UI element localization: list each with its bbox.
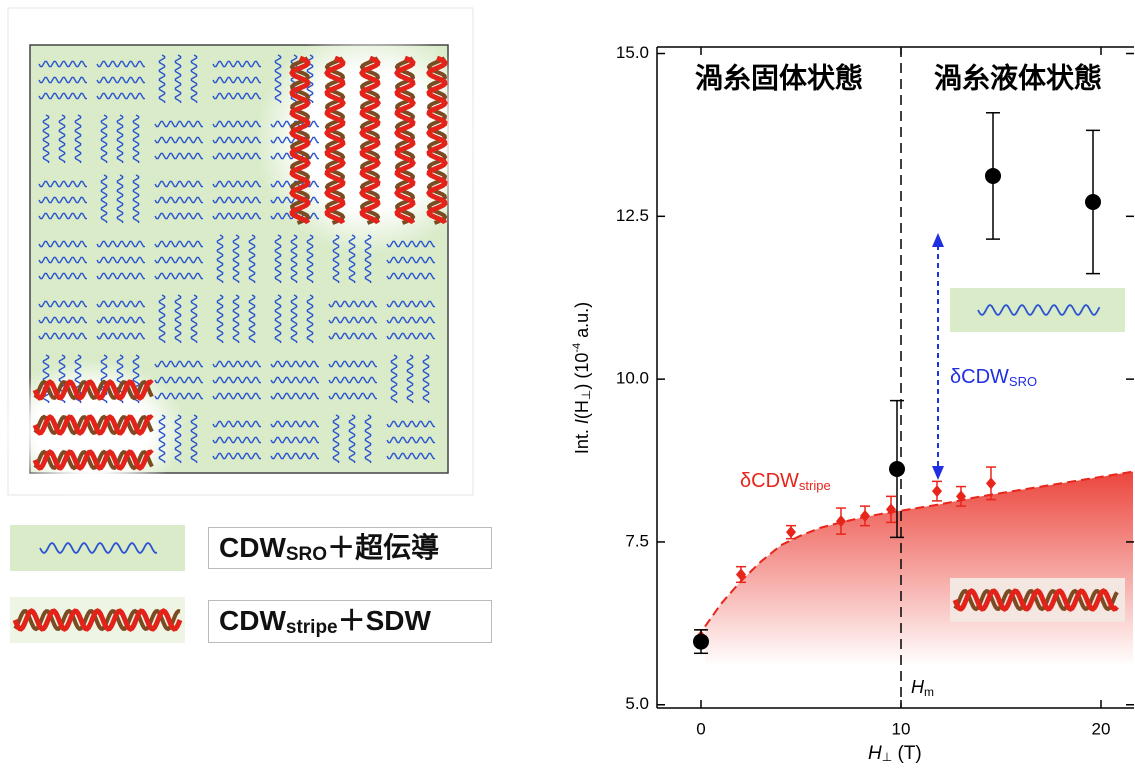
x-label-part: H (868, 743, 882, 764)
annotation: 渦糸固体状態 (695, 61, 863, 93)
y-label-part: ⊥ (579, 390, 593, 400)
x-label-part: ⊥ (882, 750, 892, 764)
point (786, 526, 796, 538)
point (985, 168, 1001, 184)
point (986, 477, 996, 489)
y-label-part: a.u.) (572, 302, 592, 343)
arrow-head (932, 233, 944, 247)
y-label-part: ) (10 (572, 353, 592, 390)
point (932, 485, 942, 497)
y-label: Int. I(H⊥) (10-4 a.u.) (571, 302, 593, 454)
annotation-part: m (924, 685, 934, 699)
annotation-part: stripe (799, 478, 831, 493)
point (889, 461, 905, 477)
annotation: Hm (911, 677, 934, 699)
page: {"legend": {"sro": {"main": "CDW", "sub"… (0, 0, 1135, 769)
annotation: δCDWstripe (740, 470, 831, 493)
point (1085, 194, 1101, 210)
y-tick-label: 12.5 (616, 206, 649, 225)
schematic (0, 0, 500, 769)
legend-swatch (10, 525, 185, 571)
fit-area (705, 472, 1133, 666)
x-label: H⊥ (T) (868, 743, 922, 764)
annotation-part: H (911, 677, 925, 697)
y-label-part: (H (572, 400, 592, 419)
plot-area (705, 472, 1133, 666)
y-label-part: -4 (571, 343, 583, 353)
annotation-part: δCDW (950, 366, 1009, 388)
annotation: δCDWSRO (950, 366, 1037, 389)
annotation: 渦糸液体状態 (934, 61, 1102, 93)
y-tick-label: 15.0 (616, 43, 649, 62)
annotation-part: δCDW (740, 470, 799, 492)
y-tick-label: 7.5 (625, 531, 649, 550)
annotation-part: SRO (1009, 374, 1037, 389)
y-tick-label: 10.0 (616, 369, 649, 388)
x-tick-label: 10 (892, 719, 911, 738)
point (693, 634, 709, 650)
arrow-head (932, 466, 944, 480)
y-label-part: Int. (572, 424, 592, 454)
x-label-part: (T) (892, 743, 922, 764)
y-tick-label: 5.0 (625, 694, 649, 713)
plot-inner (705, 472, 1133, 666)
x-tick-label: 20 (1092, 719, 1111, 738)
x-tick-label: 0 (696, 719, 705, 738)
